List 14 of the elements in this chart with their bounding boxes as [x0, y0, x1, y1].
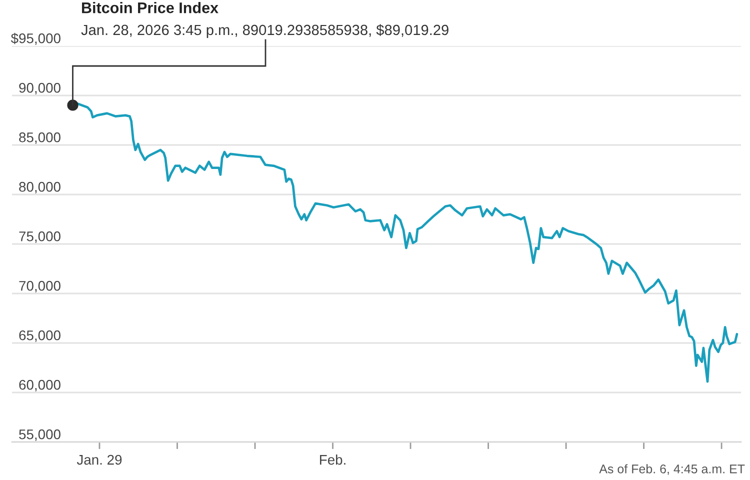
annotation: Jan. 28, 2026 3:45 p.m., 89019.2938585938, $89,019.29: [81, 24, 448, 38]
y-tick-label: 80,000: [19, 182, 60, 194]
y-tick-label: 75,000: [19, 231, 60, 243]
y-tick-label: 65,000: [19, 330, 60, 342]
x-tick-label: Jan. 29: [76, 454, 122, 465]
text: As of Feb. 6, 4:45 a.m. ET: [599, 464, 745, 475]
chart-title: Bitcoin Price Index: [82, 2, 218, 14]
y-tick-label: $95,000: [10, 32, 60, 45]
y-tick-label: 55,000: [19, 429, 60, 441]
x-tick-label: Feb.: [320, 454, 346, 465]
y-tick-label: 85,000: [19, 132, 60, 144]
y-tick-label: 90,000: [19, 82, 60, 94]
y-tick-label: 60,000: [19, 380, 60, 392]
y-tick-label: 70,000: [19, 280, 60, 292]
